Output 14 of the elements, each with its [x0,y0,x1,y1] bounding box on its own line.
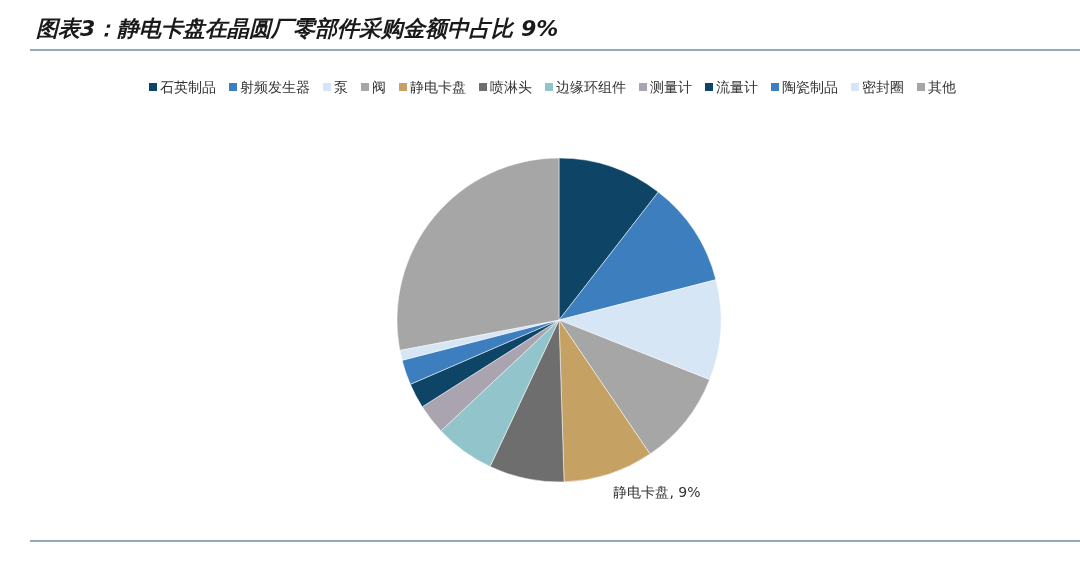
legend-label: 泵 [334,79,348,95]
legend-label: 测量计 [650,79,692,95]
legend-label: 石英制品 [160,79,216,95]
chart-title: 图表3：静电卡盘在晶圆厂零部件采购金额中占比 9% [36,16,559,41]
legend-label: 阀 [372,79,386,95]
legend-label: 静电卡盘 [410,79,466,95]
legend-label: 密封圈 [862,79,904,95]
legend-label: 陶瓷制品 [782,79,838,95]
data-label: 静电卡盘, 9% [613,484,701,501]
legend-label: 其他 [928,79,956,95]
legend-label: 射频发生器 [240,79,310,95]
legend-label: 流量计 [716,79,758,95]
legend-label: 边缘环组件 [556,79,626,95]
legend-label: 喷淋头 [490,79,532,95]
